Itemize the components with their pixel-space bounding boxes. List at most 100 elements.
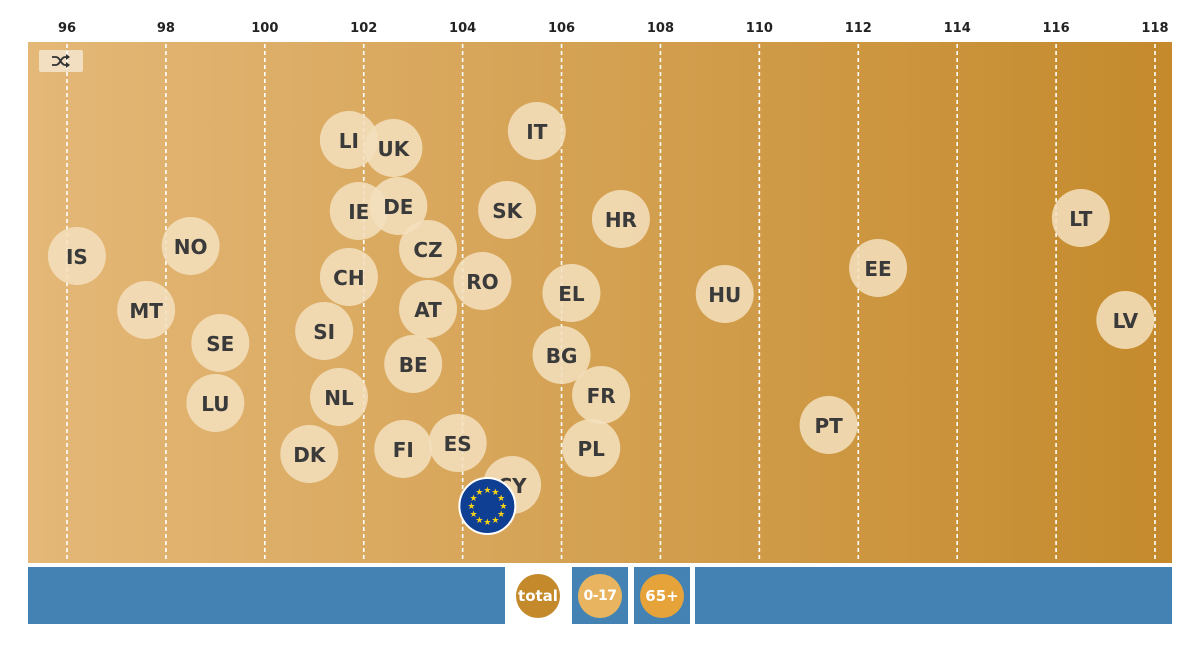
tab-total[interactable]: total: [510, 567, 566, 624]
country-label: SI: [313, 320, 335, 344]
country-label: BG: [546, 344, 578, 368]
eu-star: ★: [497, 493, 505, 503]
tab-age-0-17[interactable]: 0-17: [572, 567, 628, 624]
country-label: HR: [605, 208, 637, 232]
country-label: LV: [1113, 309, 1139, 333]
x-tick-label: 110: [745, 21, 773, 36]
country-label: EE: [864, 257, 891, 281]
x-tick-label: 106: [547, 21, 576, 36]
country-bubble[interactable]: [1051, 189, 1110, 247]
country-label: DE: [383, 195, 413, 219]
country-label: NO: [174, 235, 208, 259]
country-bubble[interactable]: [428, 414, 487, 472]
age-0-17-label: 0-17: [578, 573, 622, 618]
x-tick-label: 102: [350, 21, 378, 36]
country-label: PT: [814, 414, 843, 438]
country-bubble[interactable]: [374, 420, 433, 478]
country-bubble[interactable]: [191, 314, 250, 372]
country-bubble[interactable]: [399, 280, 458, 338]
x-tick-label: 98: [156, 21, 175, 36]
country-bubble[interactable]: [799, 396, 858, 454]
country-bubble[interactable]: [478, 181, 537, 239]
country-label: LU: [201, 392, 229, 416]
x-tick-label: 100: [251, 21, 279, 36]
shuffle-icon: [52, 54, 70, 68]
country-bubble[interactable]: [280, 425, 339, 483]
country-bubble[interactable]: [310, 368, 368, 426]
gridlines: [66, 44, 1156, 561]
eu-flag-icon: [458, 477, 517, 535]
country-bubble[interactable]: [295, 302, 354, 360]
eu-star: ★: [499, 501, 507, 511]
eu-star: ★: [469, 509, 477, 519]
eu-star: ★: [469, 493, 477, 503]
group-selector-bar: total 0-17 65+: [0, 567, 1200, 624]
country-label: ES: [444, 432, 472, 456]
country-bubble[interactable]: [532, 326, 591, 384]
country-bubble[interactable]: [161, 217, 220, 275]
country-label: CH: [333, 266, 364, 290]
country-label: HU: [708, 283, 741, 307]
country-bubble[interactable]: [117, 281, 176, 339]
x-tick-label: 118: [1141, 21, 1169, 36]
eu-star: ★: [483, 485, 491, 495]
country-label: MT: [129, 299, 163, 323]
country-bubble[interactable]: [849, 239, 908, 297]
country-bubble[interactable]: [384, 335, 443, 393]
shuffle-toggle-button[interactable]: [39, 50, 83, 72]
x-tick-label: 116: [1042, 21, 1070, 36]
country-bubble[interactable]: [369, 177, 428, 235]
plot-background: [28, 42, 1172, 563]
country-label: IS: [66, 245, 88, 269]
country-label: BE: [399, 353, 428, 377]
country-label: PL: [578, 437, 606, 461]
eu-star: ★: [497, 509, 505, 519]
country-label: RO: [466, 270, 498, 294]
eu-marker[interactable]: ★★★★★★★★★ ★ ★★: [458, 477, 517, 535]
eu-star: ★: [475, 487, 483, 497]
country-label: FI: [393, 438, 414, 462]
country-bubble[interactable]: [695, 265, 754, 323]
age-65-plus-label: 65+: [640, 573, 684, 618]
eu-star: ★: [483, 517, 491, 527]
eu-star: ★: [491, 515, 499, 525]
country-label: SE: [206, 332, 234, 356]
country-label: EL: [558, 282, 585, 306]
x-tick-label: 114: [943, 21, 971, 36]
eu-star: ★: [491, 487, 499, 497]
x-axis: 96 98 100 102 104 106 108 110 112 114 116 118: [0, 0, 1200, 42]
country-label: SK: [492, 199, 523, 223]
country-label: LI: [339, 129, 359, 153]
country-bubble[interactable]: [507, 102, 566, 160]
country-bubble[interactable]: [186, 374, 245, 432]
x-tick-label: 96: [57, 21, 77, 36]
country-label: NL: [324, 386, 354, 410]
x-tick-label: 112: [844, 21, 872, 36]
country-bubble[interactable]: [319, 248, 378, 306]
country-label: LT: [1069, 207, 1092, 231]
total-label: total: [516, 573, 560, 618]
country-bubble[interactable]: [47, 227, 106, 285]
country-bubble[interactable]: [453, 252, 512, 310]
country-bubble[interactable]: [319, 111, 378, 169]
country-bubble[interactable]: [572, 366, 631, 424]
bar-left: [28, 567, 505, 624]
bar-right: [695, 567, 1172, 624]
country-label: DK: [293, 443, 327, 467]
country-bubble[interactable]: [1096, 291, 1155, 349]
country-label: IT: [526, 120, 547, 144]
country-bubble[interactable]: [364, 119, 423, 177]
country-bubble[interactable]: [591, 190, 650, 248]
x-tick-label: 104: [449, 21, 477, 36]
eu-star: ★: [475, 515, 483, 525]
country-bubble[interactable]: [399, 220, 458, 278]
x-tick-label: 108: [646, 21, 675, 36]
country-bubble[interactable]: [542, 264, 601, 322]
country-label: IE: [348, 200, 369, 224]
country-bubble[interactable]: [562, 419, 621, 477]
country-label: UK: [378, 137, 411, 161]
tab-age-65-plus[interactable]: 65+: [634, 567, 690, 624]
country-label: FR: [587, 384, 616, 408]
country-label: AT: [414, 298, 442, 322]
